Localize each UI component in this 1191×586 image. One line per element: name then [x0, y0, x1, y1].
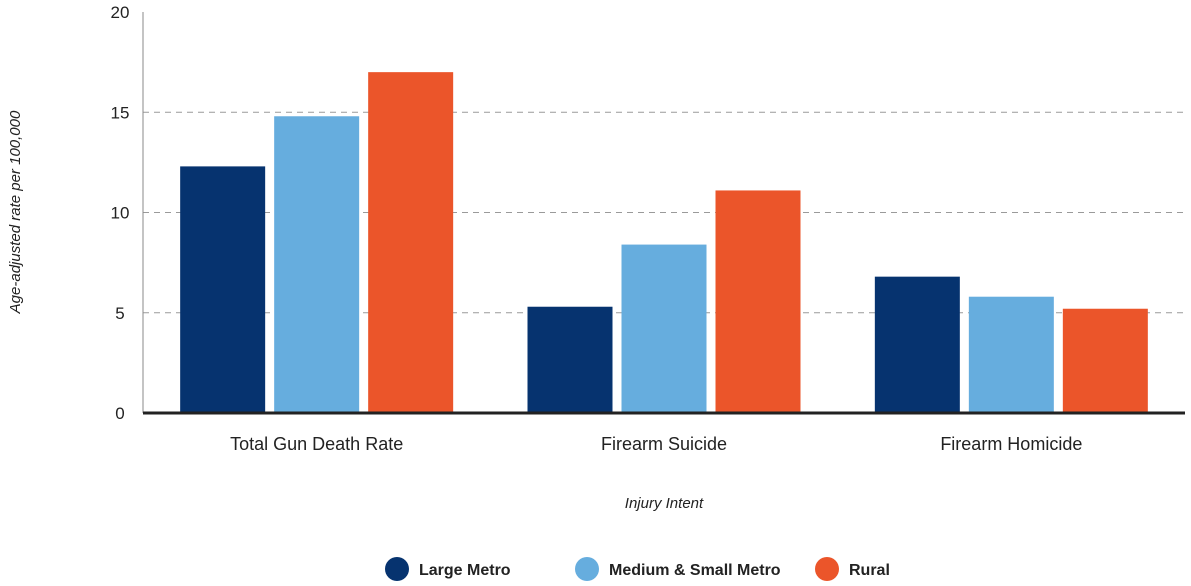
bar	[180, 166, 266, 413]
x-tick-label: Firearm Suicide	[601, 434, 727, 454]
bar	[715, 190, 801, 413]
bar	[368, 72, 454, 414]
legend-label: Large Metro	[419, 562, 511, 579]
bar	[621, 244, 707, 413]
y-tick-label: 15	[111, 103, 130, 122]
legend-label: Rural	[849, 562, 890, 579]
legend-swatch	[385, 557, 409, 581]
bar	[1062, 308, 1148, 413]
bar	[874, 276, 960, 413]
y-tick-labels: 0 5 10 15 20	[111, 3, 130, 423]
legend-swatch	[815, 557, 839, 581]
y-tick-label: 0	[115, 404, 124, 423]
bar	[968, 296, 1054, 413]
y-tick-label: 10	[111, 204, 130, 223]
y-tick-label: 20	[111, 3, 130, 22]
bar	[274, 116, 360, 413]
axes	[142, 12, 1185, 415]
x-tick-label: Firearm Homicide	[940, 434, 1082, 454]
x-tick-label: Total Gun Death Rate	[230, 434, 403, 454]
bar	[527, 306, 613, 413]
legend-label: Medium & Small Metro	[609, 562, 781, 579]
legend-swatch	[575, 557, 599, 581]
x-tick-labels: Total Gun Death Rate Firearm Suicide Firea…	[230, 434, 1082, 454]
y-tick-label: 5	[115, 304, 124, 323]
y-axis-title: Age-adjusted rate per 100,000	[7, 110, 24, 314]
legend: Large Metro Medium & Small Metro Rural	[385, 557, 890, 581]
x-axis-title: Injury Intent	[625, 495, 704, 512]
bars	[180, 72, 1148, 414]
